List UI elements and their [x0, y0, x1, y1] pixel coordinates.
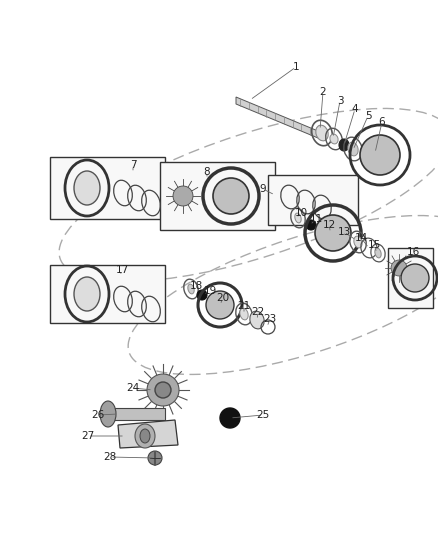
Ellipse shape — [354, 236, 362, 248]
Ellipse shape — [100, 401, 116, 427]
Circle shape — [315, 215, 351, 251]
Ellipse shape — [295, 213, 301, 223]
Text: 19: 19 — [203, 286, 217, 296]
Circle shape — [213, 178, 249, 214]
Circle shape — [155, 382, 171, 398]
Bar — [160, 162, 275, 230]
Ellipse shape — [330, 134, 338, 144]
Text: 5: 5 — [365, 111, 371, 121]
Circle shape — [147, 374, 179, 406]
Ellipse shape — [188, 284, 194, 294]
Circle shape — [401, 264, 429, 292]
Circle shape — [220, 408, 240, 428]
Ellipse shape — [339, 139, 349, 151]
Text: 15: 15 — [367, 240, 381, 250]
Text: 1: 1 — [293, 62, 299, 72]
Polygon shape — [118, 420, 178, 448]
Circle shape — [173, 186, 193, 206]
Ellipse shape — [316, 125, 328, 141]
Ellipse shape — [240, 308, 248, 320]
Text: 22: 22 — [251, 307, 265, 317]
Text: 7: 7 — [130, 160, 136, 170]
Text: 18: 18 — [189, 281, 203, 291]
Text: 16: 16 — [406, 247, 420, 257]
Text: 26: 26 — [92, 410, 105, 420]
Text: 25: 25 — [256, 410, 270, 420]
Text: 9: 9 — [260, 184, 266, 194]
Bar — [50, 157, 165, 219]
Circle shape — [148, 451, 162, 465]
Text: 28: 28 — [103, 452, 117, 462]
Text: 10: 10 — [294, 208, 307, 218]
Text: 13: 13 — [337, 227, 351, 237]
Ellipse shape — [375, 248, 381, 258]
Ellipse shape — [140, 429, 150, 443]
Text: 24: 24 — [127, 383, 140, 393]
Text: 2: 2 — [320, 87, 326, 97]
Circle shape — [306, 220, 316, 230]
Text: 20: 20 — [216, 293, 230, 303]
Bar — [388, 248, 433, 308]
Text: 14: 14 — [354, 233, 367, 243]
Bar — [50, 265, 165, 323]
Text: 6: 6 — [379, 117, 385, 127]
Text: 21: 21 — [237, 301, 251, 311]
Circle shape — [197, 290, 207, 300]
Circle shape — [360, 135, 400, 175]
Ellipse shape — [74, 277, 100, 311]
Circle shape — [206, 291, 234, 319]
Text: 4: 4 — [352, 104, 358, 114]
Text: 11: 11 — [309, 214, 323, 224]
Polygon shape — [108, 408, 165, 420]
Text: 8: 8 — [204, 167, 210, 177]
Ellipse shape — [348, 142, 358, 156]
Text: 27: 27 — [81, 431, 95, 441]
Ellipse shape — [74, 171, 100, 205]
Ellipse shape — [135, 424, 155, 448]
Text: 3: 3 — [337, 96, 343, 106]
Bar — [268, 175, 358, 225]
Circle shape — [391, 260, 407, 276]
Text: 23: 23 — [263, 314, 277, 324]
Text: 17: 17 — [115, 265, 129, 275]
Ellipse shape — [250, 311, 264, 329]
Text: 12: 12 — [322, 220, 336, 230]
Polygon shape — [236, 97, 318, 138]
